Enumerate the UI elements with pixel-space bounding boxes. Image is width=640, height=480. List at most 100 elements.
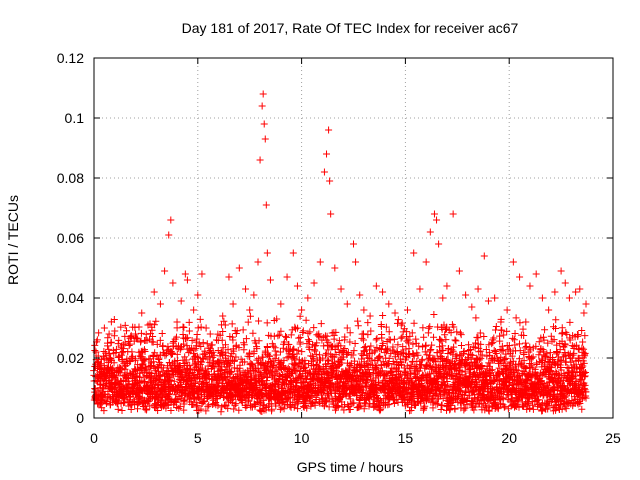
noise-point — [346, 405, 354, 413]
noise-point — [204, 403, 212, 411]
noise-point — [105, 330, 113, 338]
data-point — [449, 210, 457, 218]
noise-point — [142, 406, 150, 414]
noise-point — [511, 341, 519, 349]
data-point — [261, 135, 269, 143]
noise-point — [457, 341, 465, 349]
noise-point — [543, 350, 551, 358]
noise-point — [180, 406, 188, 414]
noise-point — [283, 333, 291, 341]
noise-point — [469, 351, 477, 359]
noise-point — [322, 349, 330, 357]
noise-point — [503, 327, 511, 335]
noise-point — [557, 357, 565, 365]
noise-point — [114, 405, 122, 413]
data-point — [304, 294, 312, 302]
data-point — [331, 264, 339, 272]
noise-point — [165, 376, 173, 384]
noise-point — [337, 359, 345, 367]
noise-point — [179, 323, 187, 331]
noise-point — [159, 342, 167, 350]
data-point — [156, 300, 164, 308]
noise-point — [545, 402, 553, 410]
noise-point — [194, 354, 202, 362]
data-point — [283, 273, 291, 281]
noise-point — [499, 394, 507, 402]
noise-point — [465, 392, 473, 400]
noise-point — [367, 342, 375, 350]
noise-point — [231, 401, 239, 409]
noise-point — [214, 402, 222, 410]
noise-point — [223, 358, 231, 366]
noise-point — [470, 406, 478, 414]
noise-point — [224, 404, 232, 412]
noise-point — [184, 334, 192, 342]
noise-point — [324, 356, 332, 364]
data-point — [254, 258, 262, 266]
data-point — [343, 300, 351, 308]
noise-point — [523, 377, 531, 385]
data-point — [426, 228, 434, 236]
data-point — [293, 282, 301, 290]
noise-point — [196, 395, 204, 403]
noise-point — [527, 374, 535, 382]
noise-point — [539, 333, 547, 341]
noise-point — [576, 399, 584, 407]
noise-point — [253, 356, 261, 364]
noise-point — [141, 355, 149, 363]
noise-point — [351, 339, 359, 347]
noise-point — [520, 331, 528, 339]
noise-point — [346, 395, 354, 403]
noise-point — [529, 353, 537, 361]
noise-point — [285, 393, 293, 401]
noise-point — [566, 318, 574, 326]
noise-point — [419, 343, 427, 351]
x-axis-title: GPS time / hours — [297, 459, 404, 475]
data-point — [111, 327, 119, 335]
noise-point — [407, 406, 415, 414]
noise-point — [332, 328, 340, 336]
noise-point — [275, 371, 283, 379]
noise-point — [202, 366, 210, 374]
noise-point — [153, 340, 161, 348]
noise-point — [382, 323, 390, 331]
noise-point — [102, 399, 110, 407]
x-tick-label: 20 — [501, 430, 517, 446]
noise-point — [547, 367, 555, 375]
noise-point — [357, 393, 365, 401]
data-point — [229, 300, 237, 308]
noise-point — [373, 364, 381, 372]
noise-point — [310, 346, 318, 354]
data-point — [366, 312, 374, 320]
noise-point — [104, 334, 112, 342]
noise-point — [443, 406, 451, 414]
noise-point — [232, 353, 240, 361]
noise-point — [142, 330, 150, 338]
noise-point — [429, 404, 437, 412]
data-point — [183, 276, 191, 284]
noise-point — [132, 334, 140, 342]
noise-point — [229, 336, 237, 344]
noise-point — [532, 342, 540, 350]
noise-point — [317, 320, 325, 328]
noise-point — [373, 344, 381, 352]
noise-point — [228, 368, 236, 376]
data-point — [522, 318, 530, 326]
noise-point — [119, 341, 127, 349]
noise-point — [268, 405, 276, 413]
noise-point — [216, 331, 224, 339]
noise-point — [364, 364, 372, 372]
noise-point — [424, 329, 432, 337]
data-point — [169, 279, 177, 287]
noise-point — [501, 356, 509, 364]
data-point — [250, 291, 258, 299]
noise-point — [285, 341, 293, 349]
noise-point — [205, 401, 213, 409]
noise-point — [578, 327, 586, 334]
noise-point — [228, 320, 236, 328]
noise-point — [420, 333, 428, 341]
y-tick-label: 0.1 — [65, 110, 85, 126]
noise-point — [282, 332, 290, 340]
noise-point — [188, 336, 196, 344]
data-point — [397, 321, 405, 329]
